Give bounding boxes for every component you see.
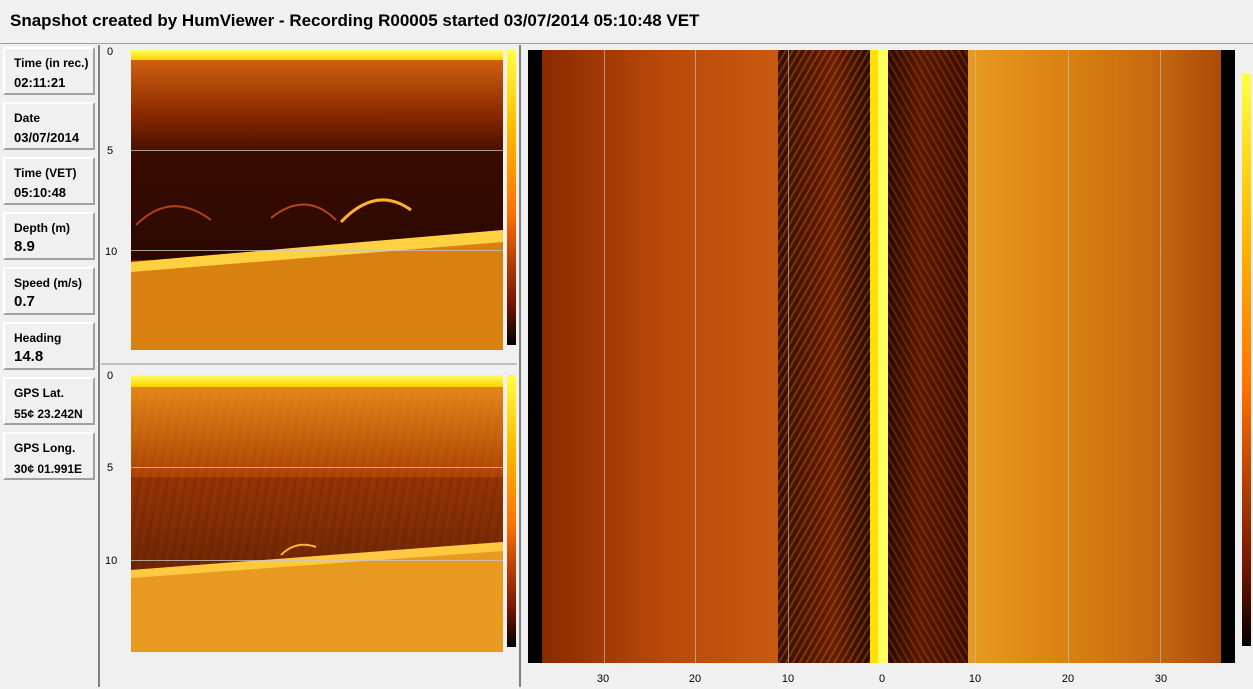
range-tick-label: 0 <box>878 673 886 685</box>
range-tick-label: 10 <box>781 673 795 685</box>
info-value: 8.9 <box>14 238 35 255</box>
info-label: Speed (m/s) <box>14 276 83 290</box>
depth-tick-label: 5 <box>107 145 114 157</box>
water-column <box>131 387 503 477</box>
info-label: Date <box>14 111 41 125</box>
nadir-center <box>878 50 888 663</box>
range-tick-label: 20 <box>688 673 702 685</box>
depth-tick-label: 5 <box>107 462 114 474</box>
info-label: Time (VET) <box>14 166 77 180</box>
info-heading: Heading 14.8 <box>3 322 95 370</box>
info-speed: Speed (m/s) 0.7 <box>3 267 95 315</box>
surface-band <box>131 375 503 387</box>
depth-tick-label: 10 <box>105 246 118 258</box>
depth-tick-label: 0 <box>107 46 114 58</box>
info-panel: Time (in rec.) 02:11:21 Date 03/07/2014 … <box>1 45 100 687</box>
starboard-water-column <box>888 50 968 663</box>
info-time-in-rec: Time (in rec.) 02:11:21 <box>3 47 95 95</box>
info-value: 05:10:48 <box>14 185 67 200</box>
title-divider <box>0 43 1253 44</box>
info-label: Time (in rec.) <box>14 56 89 70</box>
range-tick-label: 20 <box>1061 673 1075 685</box>
port-water-column <box>778 50 870 663</box>
side-scan-edge-left <box>528 50 542 663</box>
info-label: GPS Lat. <box>14 386 65 400</box>
side-scan-image <box>528 50 1235 663</box>
info-value: 02:11:21 <box>14 75 66 90</box>
info-label: Heading <box>14 331 62 345</box>
color-scale-bar <box>1242 74 1251 646</box>
starboard-far-range <box>968 50 1228 663</box>
range-gridline <box>1160 50 1161 663</box>
color-scale-bar <box>507 375 516 647</box>
range-gridline <box>604 50 605 663</box>
panel-separator <box>101 363 517 365</box>
depth-gridline <box>131 250 503 251</box>
depth-gridline <box>131 467 503 468</box>
info-date: Date 03/07/2014 <box>3 102 95 150</box>
nadir-port <box>870 50 878 663</box>
bottom-profile <box>131 198 503 350</box>
side-scan-edge-right <box>1221 50 1235 663</box>
range-gridline <box>1068 50 1069 663</box>
depth-gridline <box>131 150 503 151</box>
info-depth: Depth (m) 8.9 <box>3 212 95 260</box>
panel-separator <box>519 45 521 687</box>
window-title: Snapshot created by HumViewer - Recordin… <box>10 11 700 30</box>
port-far-range <box>542 50 778 663</box>
water-column <box>131 60 503 150</box>
info-value: 14.8 <box>14 348 44 365</box>
info-time-vet: Time (VET) 05:10:48 <box>3 157 95 205</box>
info-value: 03/07/2014 <box>14 130 80 145</box>
info-panel-edge <box>98 45 100 687</box>
range-tick-label: 10 <box>968 673 982 685</box>
range-gridline <box>788 50 789 663</box>
depth-tick-label: 10 <box>105 555 118 567</box>
surface-band <box>131 50 503 60</box>
bottom-profile <box>131 542 503 652</box>
info-value: 55¢ 23.242N <box>14 407 83 421</box>
depth-gridline <box>131 560 503 561</box>
down-scan-top-image <box>131 50 503 350</box>
info-value: 30¢ 01.991E <box>14 462 83 476</box>
down-scan-bottom-image <box>131 375 503 652</box>
info-label: GPS Long. <box>14 441 76 455</box>
range-gridline <box>975 50 976 663</box>
info-gps-long: GPS Long. 30¢ 01.991E <box>3 432 95 480</box>
depth-tick-label: 0 <box>107 370 114 382</box>
color-scale-bar <box>507 50 516 345</box>
range-tick-label: 30 <box>596 673 610 685</box>
range-gridline <box>695 50 696 663</box>
info-label: Depth (m) <box>14 221 70 235</box>
info-value: 0.7 <box>14 293 35 310</box>
range-tick-label: 30 <box>1154 673 1168 685</box>
info-gps-lat: GPS Lat. 55¢ 23.242N <box>3 377 95 425</box>
